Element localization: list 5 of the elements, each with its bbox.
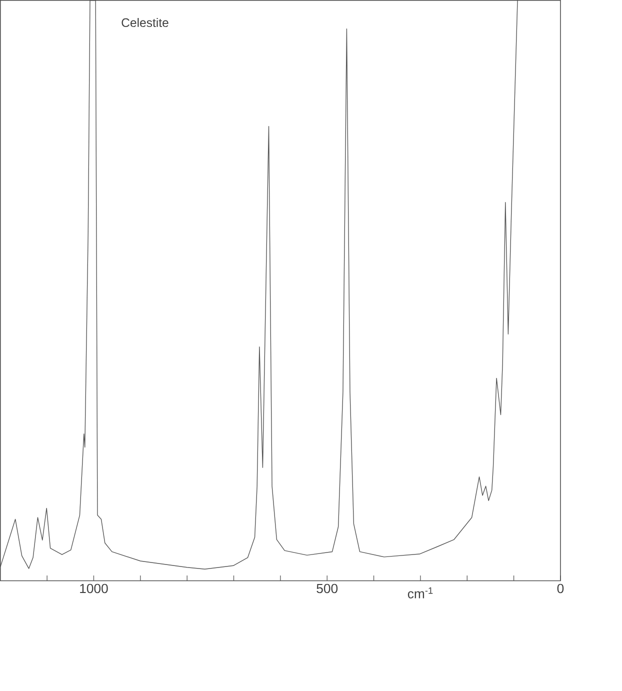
x-axis-title: cm$^{-1}$ <box>408 587 433 598</box>
x-tick-label: 500 <box>316 584 338 594</box>
text: Celestite <box>122 18 168 28</box>
x-tick-label: 0 <box>557 584 564 594</box>
x-tick-label: 1000 <box>80 584 108 594</box>
